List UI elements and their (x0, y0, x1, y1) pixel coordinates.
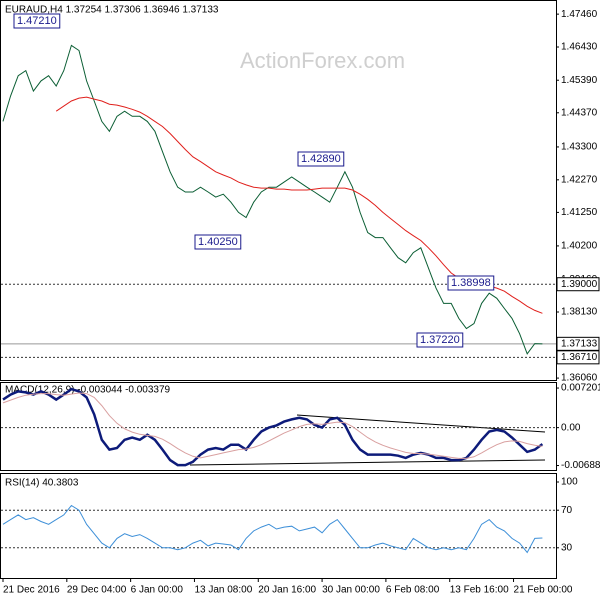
series-line (2, 387, 544, 467)
y-tick-label: 1.44370 (561, 107, 598, 118)
y-tick-label: 100 (561, 477, 578, 488)
level-label: 1.37133 (561, 338, 598, 349)
y-tick-label: 1.43300 (561, 142, 598, 153)
level-label-box (556, 350, 600, 365)
y-tick-label: 30 (561, 542, 573, 553)
annotation: 1.38998 (451, 277, 491, 289)
y-tick-label: 1.41250 (561, 207, 598, 218)
x-tick-label: 20 Jan 16:00 (258, 585, 316, 596)
price-pane (0, 0, 557, 381)
annotation: 1.42890 (301, 153, 341, 165)
level-label-box (556, 336, 600, 351)
series-line (2, 504, 543, 554)
x-tick-label: 21 Feb 00:00 (514, 585, 573, 596)
y-tick-label: -0.006888 (561, 460, 600, 471)
annotation-box (447, 275, 495, 291)
annotation: 1.47210 (17, 15, 57, 27)
y-tick-label: 0.007201 (561, 383, 600, 394)
annotation-box (194, 234, 242, 250)
x-tick-label: 6 Feb 08:00 (386, 585, 440, 596)
annotation-box (416, 332, 464, 348)
pane-title: MACD(12,26,9) -0.003044 -0.003379 (5, 385, 171, 396)
y-tick-label: 0.00 (561, 422, 581, 433)
series-line (2, 392, 543, 459)
trend-line (189, 459, 546, 466)
level-label-box (556, 277, 600, 292)
series-line (2, 44, 543, 355)
annotation-box (297, 151, 345, 167)
y-tick-label: 1.38130 (561, 307, 598, 318)
y-tick-label: 1.40200 (561, 241, 598, 252)
annotation: 1.40250 (198, 236, 238, 248)
annotation-box (13, 13, 61, 29)
x-tick-label: 13 Feb 16:00 (450, 585, 509, 596)
x-tick-label: 30 Jan 00:00 (322, 585, 380, 596)
y-tick-label: 1.42270 (561, 174, 598, 185)
pane-title: EURAUD,H4 1.37254 1.37306 1.36946 1.3713… (5, 5, 219, 16)
level-label: 1.36710 (561, 352, 598, 363)
watermark: ActionForex.com (240, 48, 405, 73)
macd-pane (0, 382, 557, 471)
x-tick-label: 13 Jan 08:00 (194, 585, 252, 596)
level-label: 1.39000 (561, 279, 598, 290)
y-tick-label: 70 (561, 505, 573, 516)
x-tick-label: 6 Jan 00:00 (131, 585, 184, 596)
y-tick-label: 1.36060 (561, 373, 598, 384)
y-tick-label: 1.47460 (561, 9, 598, 20)
annotation: 1.37220 (420, 334, 460, 346)
y-tick-label: 1.46430 (561, 42, 598, 53)
pane-title: RSI(14) 40.3803 (5, 478, 79, 489)
x-tick-label: 21 Dec 2016 (3, 585, 60, 596)
y-tick-label: 1.45390 (561, 75, 598, 86)
x-tick-label: 29 Dec 04:00 (67, 585, 127, 596)
rsi-pane (0, 473, 557, 579)
